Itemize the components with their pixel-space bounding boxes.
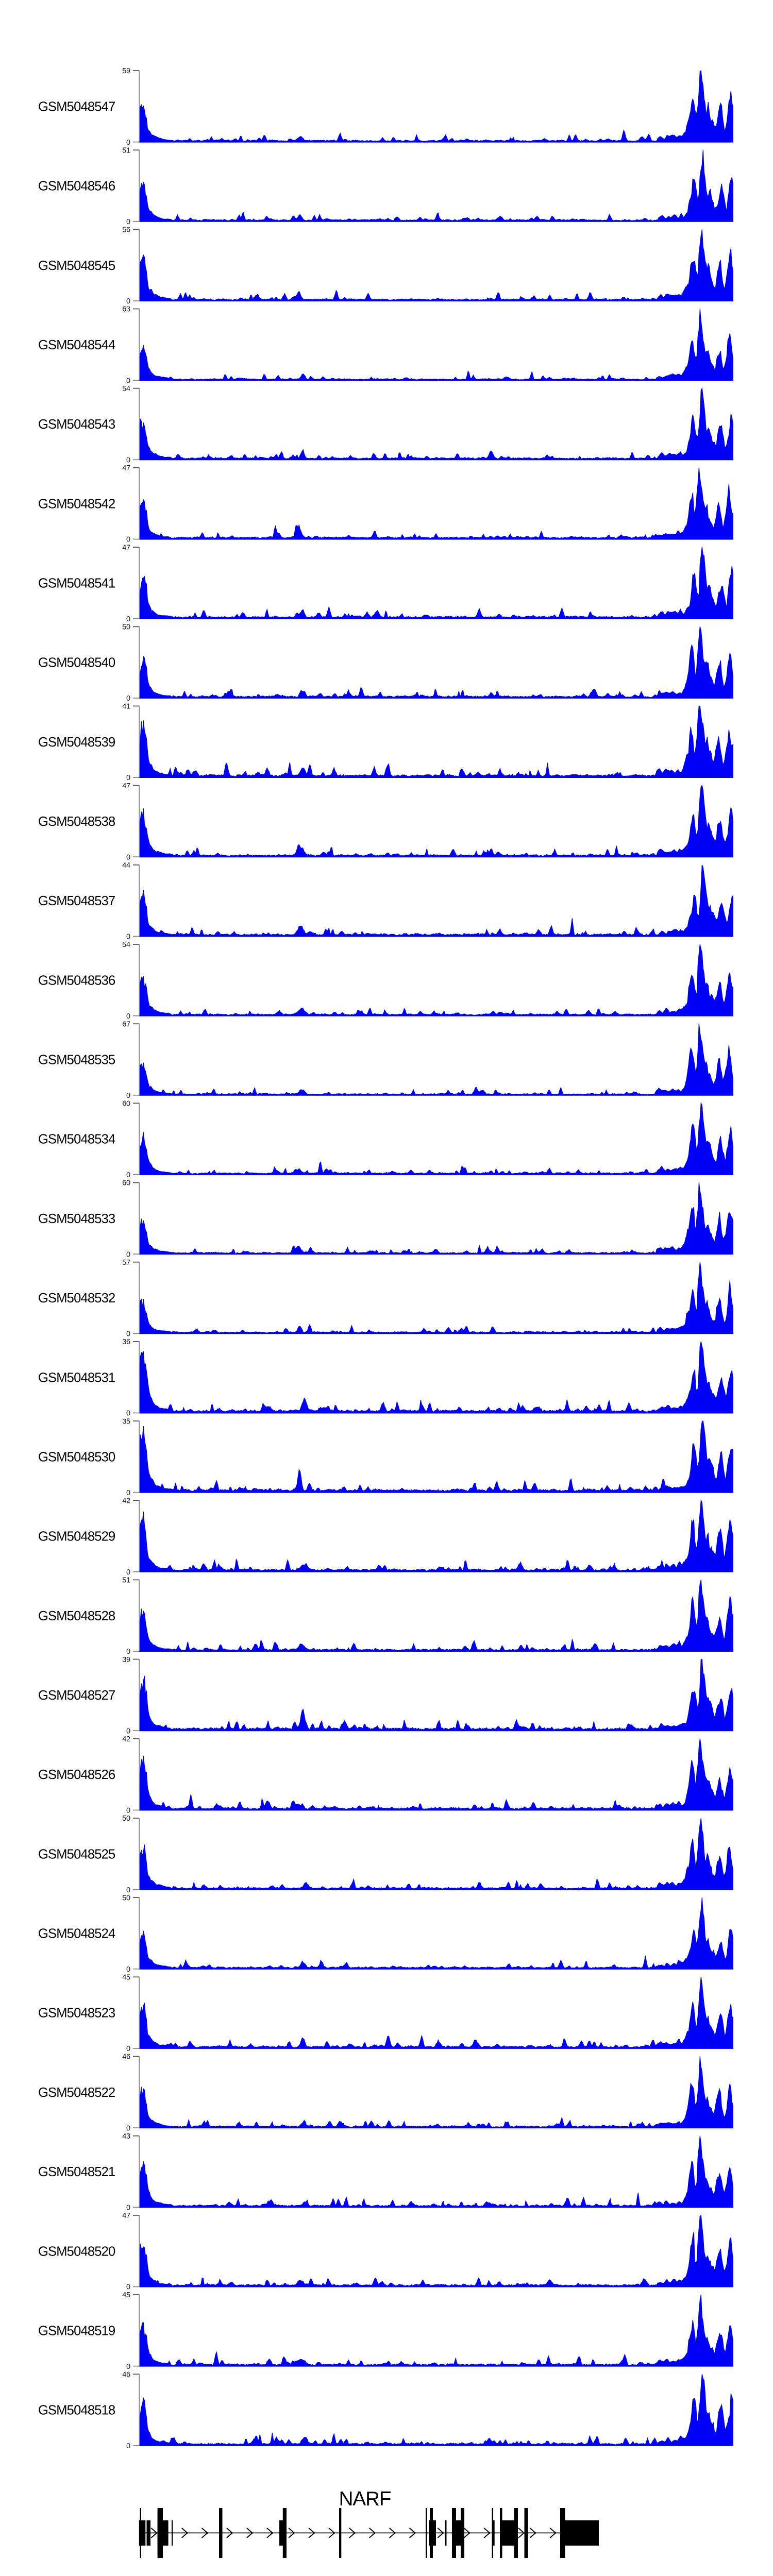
svg-text:0: 0 <box>126 2204 130 2212</box>
svg-text:51: 51 <box>122 146 130 155</box>
svg-text:41: 41 <box>122 703 130 711</box>
svg-text:GSM5048538: GSM5048538 <box>38 815 115 829</box>
svg-text:GSM5048519: GSM5048519 <box>38 2324 115 2338</box>
svg-text:GSM5048521: GSM5048521 <box>38 2165 115 2179</box>
svg-text:GSM5048528: GSM5048528 <box>38 1609 115 1623</box>
svg-text:43: 43 <box>122 2132 130 2141</box>
svg-text:35: 35 <box>122 1417 130 1426</box>
svg-text:GSM5048542: GSM5048542 <box>38 497 115 511</box>
svg-text:0: 0 <box>126 2283 130 2292</box>
svg-text:0: 0 <box>126 1171 130 1179</box>
svg-text:GSM5048531: GSM5048531 <box>38 1370 115 1385</box>
svg-text:54: 54 <box>122 941 130 949</box>
svg-text:57: 57 <box>122 1259 130 1267</box>
svg-text:46: 46 <box>122 2053 130 2061</box>
svg-text:0: 0 <box>126 1568 130 1577</box>
svg-text:60: 60 <box>122 1179 130 1188</box>
svg-text:0: 0 <box>126 2442 130 2450</box>
svg-text:0: 0 <box>126 1648 130 1656</box>
svg-text:50: 50 <box>122 1894 130 1902</box>
svg-text:0: 0 <box>126 1330 130 1338</box>
svg-text:GSM5048540: GSM5048540 <box>38 656 115 670</box>
svg-text:56: 56 <box>122 226 130 234</box>
svg-text:42: 42 <box>122 1497 130 1505</box>
svg-text:GSM5048544: GSM5048544 <box>38 338 115 352</box>
svg-text:GSM5048533: GSM5048533 <box>38 1212 115 1226</box>
svg-text:GSM5048536: GSM5048536 <box>38 973 115 988</box>
svg-text:0: 0 <box>126 139 130 147</box>
svg-text:36: 36 <box>122 1338 130 1346</box>
svg-text:0: 0 <box>126 694 130 703</box>
svg-text:47: 47 <box>122 2212 130 2220</box>
svg-text:GSM5048520: GSM5048520 <box>38 2244 115 2259</box>
svg-text:44: 44 <box>122 861 130 870</box>
svg-text:51: 51 <box>122 1577 130 1585</box>
svg-text:60: 60 <box>122 1100 130 1108</box>
svg-text:GSM5048535: GSM5048535 <box>38 1053 115 1067</box>
svg-text:0: 0 <box>126 1489 130 1497</box>
svg-text:0: 0 <box>126 853 130 861</box>
svg-text:GSM5048522: GSM5048522 <box>38 2086 115 2100</box>
svg-text:GSM5048525: GSM5048525 <box>38 1847 115 1861</box>
svg-text:GSM5048532: GSM5048532 <box>38 1291 115 1306</box>
svg-text:63: 63 <box>122 306 130 314</box>
svg-text:0: 0 <box>126 377 130 385</box>
svg-text:GSM5048530: GSM5048530 <box>38 1450 115 1465</box>
svg-text:0: 0 <box>126 297 130 306</box>
svg-text:0: 0 <box>126 218 130 226</box>
svg-text:0: 0 <box>126 1092 130 1100</box>
svg-text:54: 54 <box>122 385 130 393</box>
svg-text:0: 0 <box>126 774 130 782</box>
svg-text:GSM5048543: GSM5048543 <box>38 417 115 432</box>
svg-text:0: 0 <box>126 933 130 941</box>
svg-text:GSM5048541: GSM5048541 <box>38 577 115 591</box>
svg-text:59: 59 <box>122 67 130 75</box>
svg-text:46: 46 <box>122 2370 130 2379</box>
svg-text:45: 45 <box>122 1974 130 1982</box>
svg-text:0: 0 <box>126 1410 130 1418</box>
svg-text:GSM5048526: GSM5048526 <box>38 1768 115 1782</box>
svg-text:0: 0 <box>126 2124 130 2132</box>
svg-text:GSM5048545: GSM5048545 <box>38 259 115 273</box>
svg-text:45: 45 <box>122 2291 130 2299</box>
svg-text:0: 0 <box>126 1727 130 1735</box>
svg-text:GSM5048524: GSM5048524 <box>38 1927 115 1941</box>
svg-text:GSM5048547: GSM5048547 <box>38 99 115 114</box>
svg-text:67: 67 <box>122 1020 130 1028</box>
svg-text:42: 42 <box>122 1735 130 1743</box>
svg-text:GSM5048527: GSM5048527 <box>38 1688 115 1703</box>
svg-text:50: 50 <box>122 623 130 632</box>
svg-text:0: 0 <box>126 456 130 465</box>
svg-text:0: 0 <box>126 536 130 544</box>
svg-text:47: 47 <box>122 782 130 790</box>
svg-text:47: 47 <box>122 464 130 472</box>
svg-text:GSM5048546: GSM5048546 <box>38 179 115 194</box>
svg-text:50: 50 <box>122 1815 130 1823</box>
svg-text:47: 47 <box>122 544 130 552</box>
svg-text:0: 0 <box>126 1965 130 1974</box>
svg-text:GSM5048523: GSM5048523 <box>38 2006 115 2021</box>
svg-text:GSM5048537: GSM5048537 <box>38 894 115 908</box>
svg-text:0: 0 <box>126 615 130 623</box>
svg-text:NARF: NARF <box>339 2488 391 2510</box>
svg-text:GSM5048539: GSM5048539 <box>38 735 115 750</box>
svg-text:39: 39 <box>122 1656 130 1664</box>
svg-text:0: 0 <box>126 1807 130 1815</box>
svg-text:0: 0 <box>126 1012 130 1021</box>
svg-text:GSM5048529: GSM5048529 <box>38 1530 115 1544</box>
svg-text:0: 0 <box>126 2045 130 2053</box>
svg-text:0: 0 <box>126 2363 130 2371</box>
svg-text:0: 0 <box>126 1250 130 1259</box>
svg-text:GSM5048518: GSM5048518 <box>38 2403 115 2418</box>
svg-text:0: 0 <box>126 1886 130 1894</box>
svg-text:GSM5048534: GSM5048534 <box>38 1132 115 1147</box>
